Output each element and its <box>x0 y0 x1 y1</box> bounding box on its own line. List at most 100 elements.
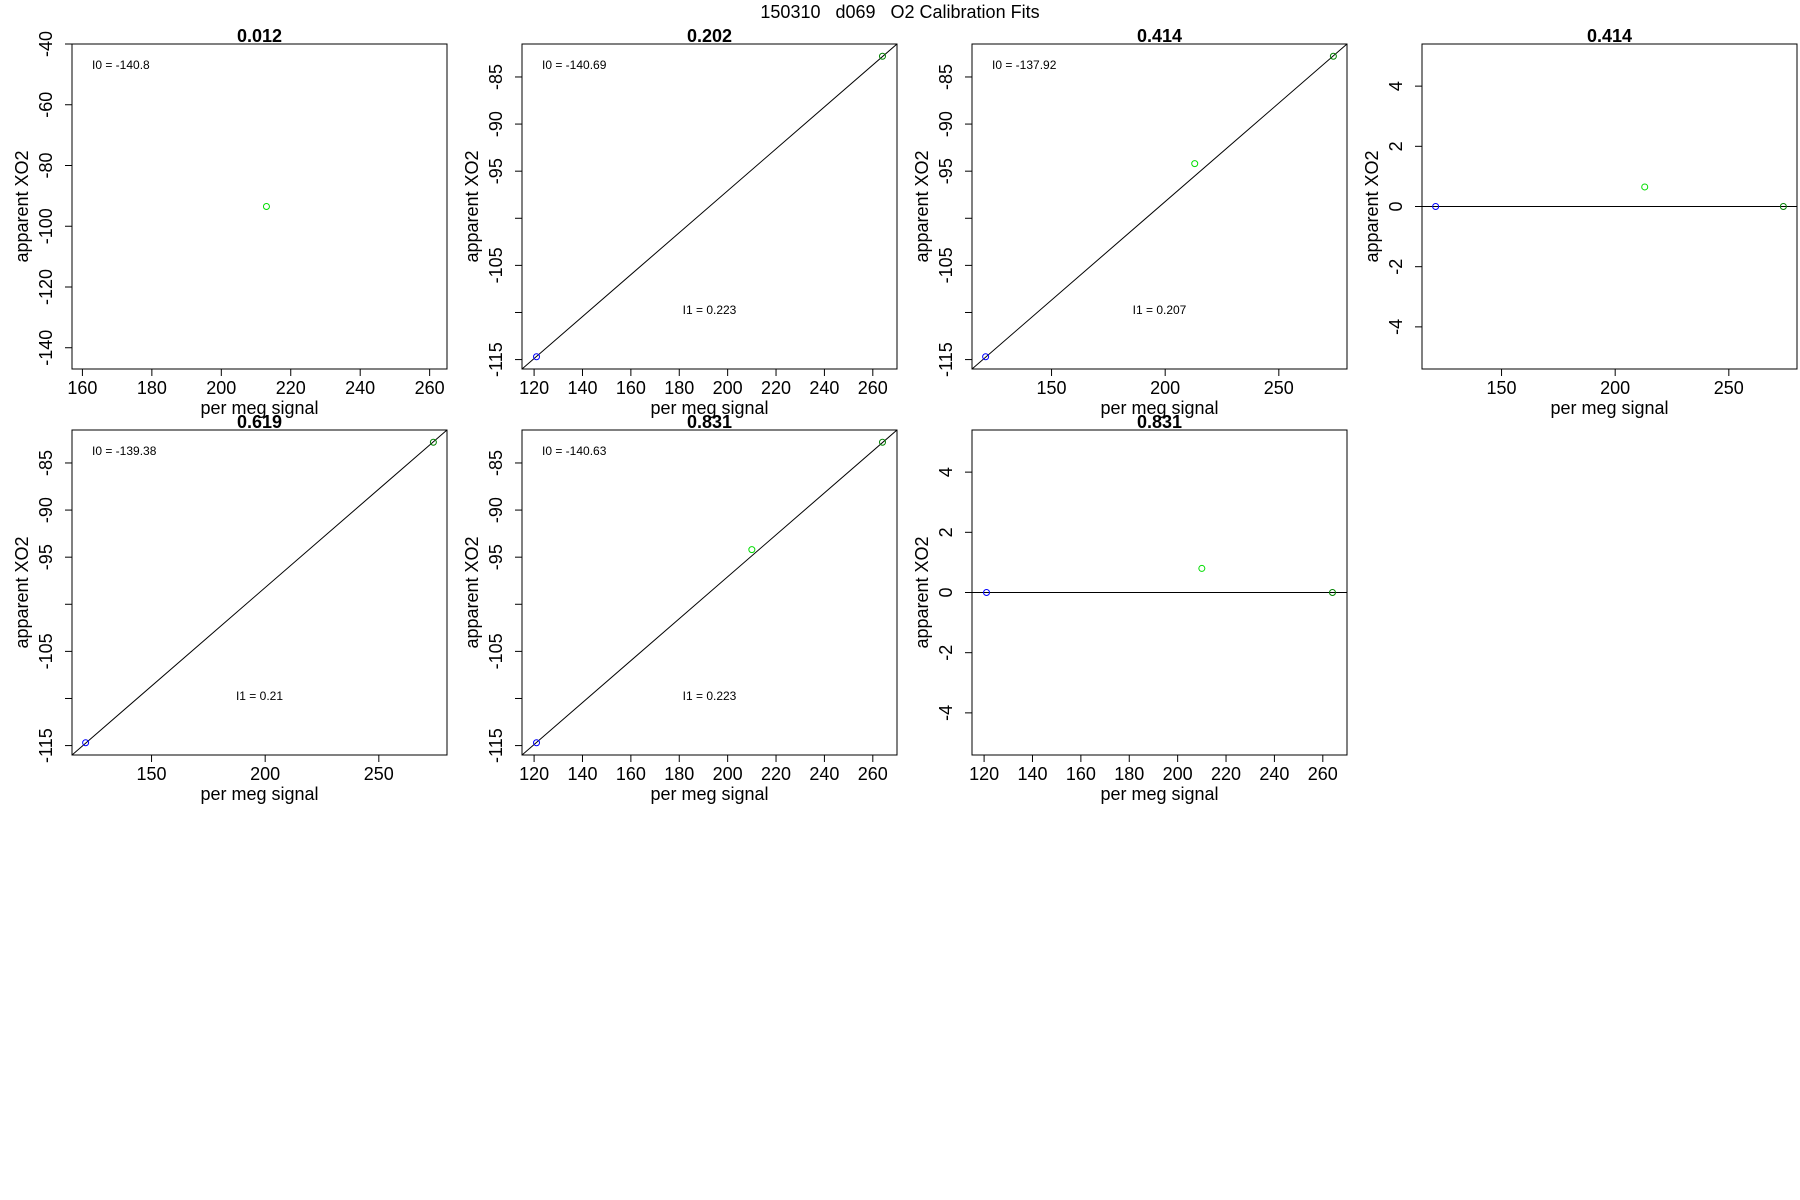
plot-title: 0.202 <box>687 26 732 46</box>
plot-panel: 0.831 120 140 160 180 200 220 240 260 4 2 0 -2 -4 per … <box>912 412 1348 804</box>
data-point <box>982 353 990 361</box>
y-tick-label: -105 <box>486 633 506 669</box>
data-point <box>1432 203 1440 210</box>
y-tick-label: -80 <box>36 152 56 178</box>
plot-frame <box>971 43 1348 370</box>
y-axis-label: apparent XO2 <box>462 536 482 648</box>
y-tick-label: -140 <box>36 330 56 366</box>
fit-line <box>972 44 1347 369</box>
data-point <box>1641 183 1649 191</box>
y-tick-label: 0 <box>936 587 956 597</box>
x-tick-label: 150 <box>1487 378 1517 398</box>
y-tick-label: -105 <box>36 633 56 669</box>
x-tick-label: 240 <box>809 764 839 784</box>
plot-title: 0.619 <box>237 412 282 432</box>
x-tick-label: 200 <box>1163 764 1193 784</box>
x-tick-label: 260 <box>858 378 888 398</box>
y-tick-label: -115 <box>36 728 56 763</box>
x-tick-label: 240 <box>809 378 839 398</box>
plot-title: 0.414 <box>1137 26 1182 46</box>
x-tick-label: 120 <box>519 764 549 784</box>
x-tick-label: 260 <box>1308 764 1338 784</box>
y-tick-label: -115 <box>486 342 506 377</box>
data-point <box>1329 52 1337 60</box>
plot-title: 0.831 <box>1137 412 1182 432</box>
x-tick-label: 150 <box>1037 378 1067 398</box>
x-tick-label: 160 <box>616 764 646 784</box>
x-tick-label: 200 <box>713 764 743 784</box>
x-axis-label: per meg signal <box>1100 398 1218 418</box>
data-point <box>82 739 90 747</box>
y-tick-label: 2 <box>1386 141 1406 151</box>
x-tick-label: 200 <box>1600 378 1630 398</box>
data-point <box>429 438 437 446</box>
intercept-annotation: I0 = -140.63 <box>542 444 607 458</box>
intercept-annotation: I0 = -137.92 <box>992 58 1057 72</box>
slope-annotation: I1 = 0.223 <box>683 689 737 703</box>
x-tick-label: 140 <box>567 378 597 398</box>
data-point <box>262 203 270 210</box>
x-tick-label: 240 <box>1259 764 1289 784</box>
x-tick-label: 200 <box>1150 378 1180 398</box>
x-axis-label: per meg signal <box>200 784 318 804</box>
y-tick-label: 0 <box>1386 201 1406 211</box>
y-tick-label: -90 <box>486 497 506 523</box>
data-point <box>878 52 886 60</box>
y-axis-label: apparent XO2 <box>912 536 932 648</box>
slope-annotation: I1 = 0.21 <box>236 689 283 703</box>
y-tick-label: -95 <box>486 544 506 570</box>
slope-annotation: I1 = 0.207 <box>1133 303 1187 317</box>
data-point <box>533 353 541 361</box>
y-tick-label: -90 <box>36 497 56 523</box>
y-axis-label: apparent XO2 <box>12 150 32 262</box>
fit-line <box>72 430 447 755</box>
y-tick-label: -85 <box>36 450 56 476</box>
x-tick-label: 200 <box>250 764 280 784</box>
x-tick-label: 160 <box>616 378 646 398</box>
y-tick-label: -105 <box>486 247 506 283</box>
plot-title: 0.414 <box>1587 26 1632 46</box>
y-tick-label: -85 <box>936 64 956 90</box>
plot-panel: 0.619 150 200 250 -85 -90 -95 -105 -115 per meg s… <box>12 412 448 804</box>
data-point <box>1198 564 1206 572</box>
x-axis-label: per meg signal <box>1100 784 1218 804</box>
plot-panel: 0.831 120 140 160 180 200 220 240 260 -85 -90 -95 -1… <box>462 412 898 804</box>
y-axis-label: apparent XO2 <box>912 150 932 262</box>
x-tick-label: 200 <box>206 378 236 398</box>
y-tick-label: -90 <box>486 111 506 137</box>
y-axis-label: apparent XO2 <box>462 150 482 262</box>
y-tick-label: -95 <box>486 158 506 184</box>
x-tick-label: 250 <box>1714 378 1744 398</box>
y-tick-label: -4 <box>936 705 956 721</box>
y-tick-label: -60 <box>36 92 56 118</box>
data-point <box>1779 203 1787 210</box>
x-axis-label: per meg signal <box>200 398 318 418</box>
plot-panel: 0.202 120 140 160 180 200 220 240 260 -85 -90 -95 -1… <box>462 26 898 418</box>
y-tick-label: -40 <box>36 31 56 57</box>
y-axis-label: apparent XO2 <box>1362 150 1382 262</box>
plot-frame <box>71 429 448 756</box>
plot-frame <box>521 429 898 756</box>
x-axis-label: per meg signal <box>650 784 768 804</box>
y-tick-label: -115 <box>936 342 956 377</box>
y-axis-label: apparent XO2 <box>12 536 32 648</box>
x-tick-label: 240 <box>345 378 375 398</box>
y-tick-label: -105 <box>936 247 956 283</box>
x-tick-label: 180 <box>137 378 167 398</box>
y-tick-label: -2 <box>936 645 956 661</box>
y-tick-label: -100 <box>36 208 56 244</box>
x-tick-label: 150 <box>137 764 167 784</box>
x-tick-label: 140 <box>1017 764 1047 784</box>
x-tick-label: 220 <box>761 764 791 784</box>
plot-frame <box>521 43 898 370</box>
y-tick-label: -120 <box>36 269 56 305</box>
plot-panel: 0.012 160 180 200 220 240 260 -40 -60 -80 -100 -120… <box>12 26 448 418</box>
x-tick-label: 160 <box>67 378 97 398</box>
data-point <box>1328 589 1336 596</box>
fit-line <box>522 430 897 755</box>
x-tick-label: 160 <box>1066 764 1096 784</box>
y-tick-label: 4 <box>1386 81 1406 91</box>
y-tick-label: 4 <box>936 467 956 477</box>
x-tick-label: 180 <box>664 378 694 398</box>
